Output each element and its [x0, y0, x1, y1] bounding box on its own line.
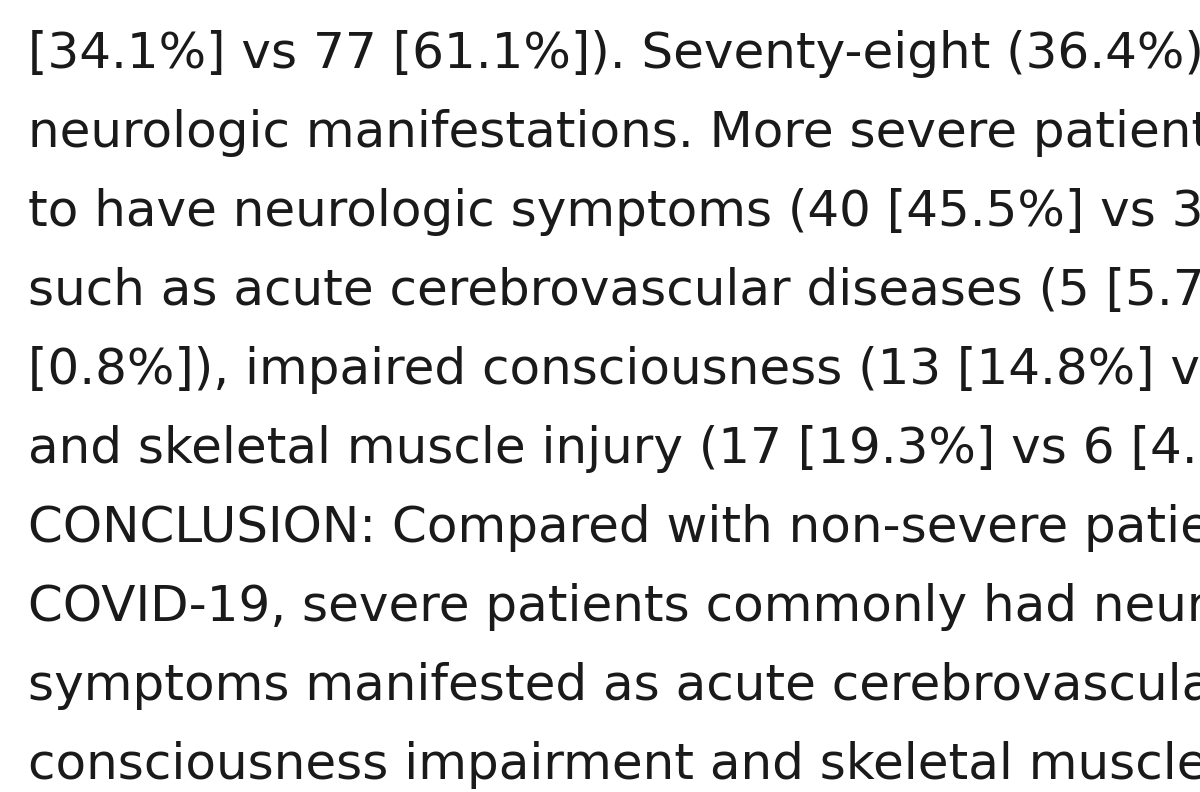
Text: to have neurologic symptoms (40 [45.5%] vs 38 [30.2%]),: to have neurologic symptoms (40 [45.5%] …	[28, 188, 1200, 236]
Text: and skeletal muscle injury (17 [19.3%] vs 6 [4.8%]).: and skeletal muscle injury (17 [19.3%] v…	[28, 425, 1200, 473]
Text: [34.1%] vs 77 [61.1%]). Seventy-eight (36.4%) patients had: [34.1%] vs 77 [61.1%]). Seventy-eight (3…	[28, 30, 1200, 78]
Text: symptoms manifested as acute cerebrovascular diseases,: symptoms manifested as acute cerebrovasc…	[28, 662, 1200, 710]
Text: [0.8%]), impaired consciousness (13 [14.8%] vs 3 [2.4%]): [0.8%]), impaired consciousness (13 [14.…	[28, 346, 1200, 394]
Text: consciousness impairment and skeletal muscle symptoms.: consciousness impairment and skeletal mu…	[28, 741, 1200, 789]
Text: neurologic manifestations. More severe patients were likely: neurologic manifestations. More severe p…	[28, 109, 1200, 157]
Text: such as acute cerebrovascular diseases (5 [5.7%] vs 1: such as acute cerebrovascular diseases (…	[28, 267, 1200, 315]
Text: CONCLUSION: Compared with non-severe patients with: CONCLUSION: Compared with non-severe pat…	[28, 504, 1200, 552]
Text: COVID-19, severe patients commonly had neurologic: COVID-19, severe patients commonly had n…	[28, 583, 1200, 631]
